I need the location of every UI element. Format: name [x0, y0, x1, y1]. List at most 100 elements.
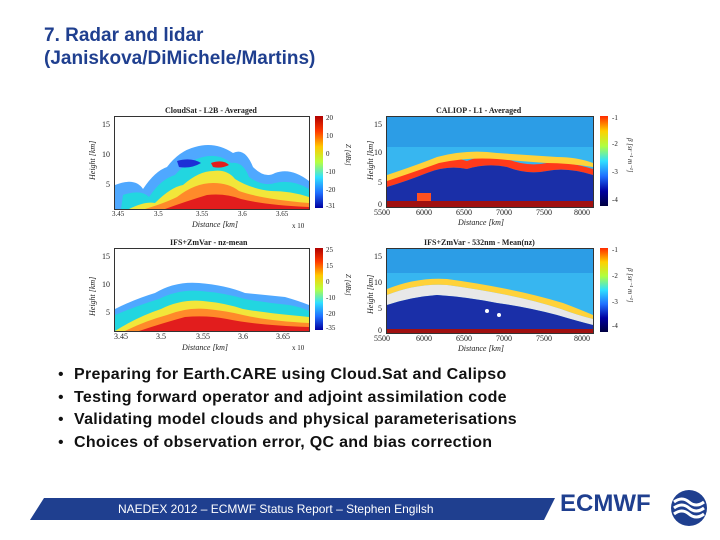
cloudsat-ytick: 5	[106, 180, 110, 189]
cloudsat-radar-image	[115, 117, 309, 209]
ifs-lidar-xtick: 7000	[496, 334, 512, 343]
ifs-radar-xlabel: Distance [km]	[182, 343, 228, 352]
cloudsat-panel: CloudSat - L2B - Averaged Height [km] 15…	[80, 100, 365, 235]
ifs-radar-ytick: 5	[106, 308, 110, 317]
ifs-lidar-ytick: 15	[374, 252, 382, 261]
cloudsat-xlabel: Distance [km]	[192, 220, 238, 229]
ifs-lidar-cbar-tick: -2	[612, 272, 618, 280]
caliop-xtick: 7500	[536, 208, 552, 217]
ifs-lidar-panel: IFS+ZmVar - 532nm - Mean(nz) Height [km]…	[362, 234, 647, 359]
ifs-radar-xtick: 3.6	[238, 332, 248, 341]
bullet-text: Testing forward operator and adjoint ass…	[74, 388, 507, 406]
ifs-radar-xtick: 3.5	[156, 332, 166, 341]
cloudsat-xtick: 3.65	[276, 210, 289, 218]
ifs-radar-cbar-tick: 0	[326, 278, 330, 286]
ecmwf-wordmark: ECMWF	[560, 490, 651, 517]
caliop-xtick: 8000	[574, 208, 590, 217]
ifs-lidar-xtick: 6000	[416, 334, 432, 343]
ifs-lidar-ytick: 0	[378, 326, 382, 335]
cloudsat-cbar-tick: -31	[326, 202, 336, 210]
caliop-xlabel: Distance [km]	[458, 218, 504, 227]
bullet-item: • Choices of observation error, QC and bi…	[58, 432, 517, 455]
cloudsat-cbar-tick: -10	[326, 168, 336, 176]
caliop-plot	[386, 116, 594, 208]
ifs-radar-cbar-tick: -20	[326, 310, 336, 318]
ifs-radar-panel: IFS+ZmVar - nz-mean Height [km] 15 10 5 …	[80, 234, 365, 359]
bullet-text: Preparing for Earth.CARE using Cloud.Sat…	[74, 366, 507, 383]
cloudsat-colorbar	[315, 116, 323, 208]
bullet-symbol: •	[58, 411, 64, 428]
cloudsat-xtick: 3.6	[238, 210, 247, 218]
ifs-lidar-plot	[386, 248, 594, 334]
ifs-lidar-ytick: 10	[374, 278, 382, 287]
ifs-radar-xtick: 3.45	[114, 332, 128, 341]
cloudsat-cbar-tick: -20	[326, 186, 336, 194]
ifs-radar-xtick: 3.65	[276, 332, 290, 341]
cloudsat-xtick: 3.55	[196, 210, 209, 218]
ifs-radar-image	[115, 249, 309, 331]
ifs-radar-ytick: 15	[102, 252, 110, 261]
ifs-radar-ylabel: Height [km]	[88, 276, 97, 316]
ifs-radar-title: IFS+ZmVar - nz-mean	[170, 238, 248, 247]
caliop-cbar-tick: -1	[612, 114, 618, 122]
caliop-cbar-tick: -3	[612, 168, 618, 176]
caliop-xtick: 5500	[374, 208, 390, 217]
ifs-lidar-xtick: 5500	[374, 334, 390, 343]
bullet-symbol: •	[58, 433, 64, 451]
cloudsat-ytick: 15	[102, 120, 110, 129]
bullet-symbol: •	[58, 388, 64, 406]
footer-bar	[30, 498, 555, 520]
caliop-ytick: 5	[378, 178, 382, 187]
ifs-radar-ytick: 10	[102, 280, 110, 289]
cloudsat-ylabel: Height [km]	[88, 140, 97, 180]
cloudsat-cbar-tick: 20	[326, 114, 333, 122]
ifs-radar-cbar-label: Z [dBz]	[344, 274, 352, 296]
caliop-title: CALIOP - L1 - Averaged	[436, 106, 522, 115]
caliop-lidar-image	[387, 117, 593, 207]
bullet-item: • Testing forward operator and adjoint as…	[58, 387, 517, 410]
ifs-radar-xtick: 3.55	[196, 332, 210, 341]
ifs-lidar-title: IFS+ZmVar - 532nm - Mean(nz)	[424, 238, 535, 247]
caliop-xtick: 7000	[496, 208, 512, 217]
ifs-radar-xscale: x 10	[292, 344, 305, 352]
cloudsat-xtick: 3.5	[154, 210, 163, 218]
caliop-cbar-label: β [sr⁻¹ m⁻¹]	[626, 138, 634, 173]
caliop-cbar-tick: -2	[612, 140, 618, 148]
ifs-lidar-xlabel: Distance [km]	[458, 344, 504, 353]
ifs-lidar-colorbar	[600, 248, 608, 332]
ifs-radar-plot	[114, 248, 310, 332]
ifs-lidar-image	[387, 249, 593, 333]
bullet-item: • Validating model clouds and physical pa…	[58, 409, 517, 432]
caliop-panel: CALIOP - L1 - Averaged Height [km] 15 10…	[362, 100, 647, 235]
ifs-lidar-cbar-tick: -1	[612, 246, 618, 254]
ifs-radar-cbar-tick: -35	[326, 324, 336, 332]
ifs-radar-cbar-tick: 25	[326, 246, 333, 254]
cloudsat-ytick: 10	[102, 150, 110, 159]
ifs-radar-cbar-tick: -10	[326, 294, 336, 302]
ifs-lidar-cbar-tick: -4	[612, 322, 618, 330]
ecmwf-logo-icon	[671, 490, 707, 526]
caliop-xtick: 6500	[456, 208, 472, 217]
ifs-lidar-xtick: 8000	[574, 334, 590, 343]
cloudsat-xscale: x 10	[292, 222, 305, 230]
ifs-lidar-xtick: 7500	[536, 334, 552, 343]
ifs-lidar-cbar-label: β [sr⁻¹ m⁻¹]	[626, 268, 634, 303]
cloudsat-cbar-tick: 0	[326, 150, 330, 158]
cloudsat-cbar-label: Z [dBz]	[344, 144, 352, 166]
cloudsat-xtick: 3.45	[112, 210, 125, 218]
bullet-text: Validating model clouds and physical par…	[74, 411, 517, 428]
ifs-lidar-cbar-tick: -3	[612, 298, 618, 306]
caliop-ytick: 0	[378, 200, 382, 209]
caliop-cbar-tick: -4	[612, 196, 618, 204]
bullet-list: • Preparing for Earth.CARE using Cloud.Sa…	[58, 364, 517, 454]
cloudsat-title: CloudSat - L2B - Averaged	[165, 106, 257, 115]
bullet-text: Choices of observation error, QC and bia…	[74, 433, 493, 451]
ifs-lidar-ytick: 5	[378, 304, 382, 313]
slide-title: 7. Radar and lidar (Janiskova/DiMichele/…	[44, 24, 315, 70]
footer-text: NAEDEX 2012 – ECMWF Status Report – Step…	[118, 502, 434, 516]
cloudsat-cbar-tick: 10	[326, 132, 333, 140]
ifs-radar-colorbar	[315, 248, 323, 330]
ifs-lidar-xtick: 6500	[456, 334, 472, 343]
caliop-colorbar	[600, 116, 608, 206]
cloudsat-plot	[114, 116, 310, 210]
